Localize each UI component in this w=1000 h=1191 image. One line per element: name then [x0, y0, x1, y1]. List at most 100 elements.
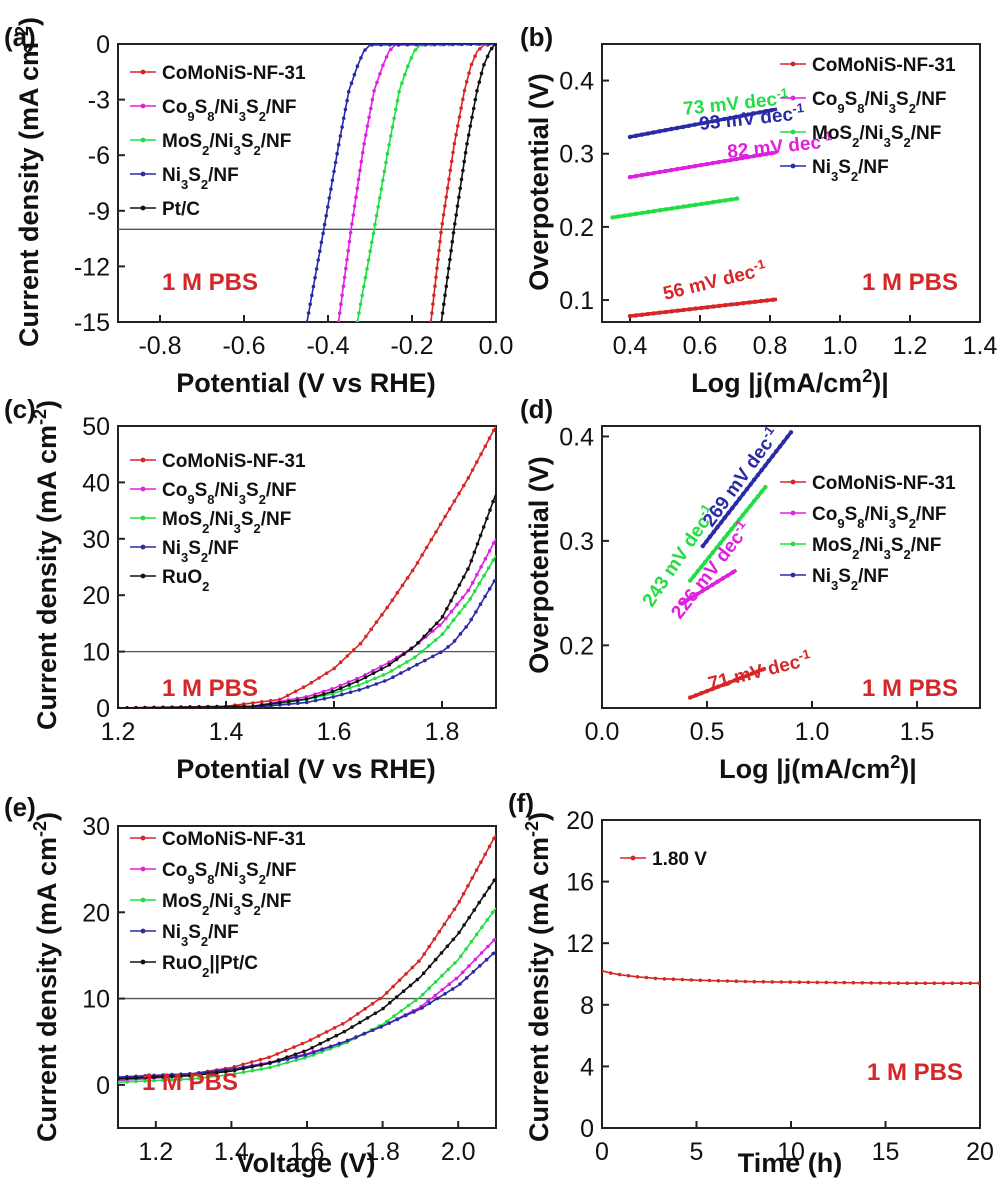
data-point: [355, 320, 360, 322]
data-point: [657, 310, 662, 315]
data-point: [438, 239, 442, 244]
data-point: [459, 954, 463, 958]
series-line-4: [118, 877, 496, 1080]
x-tick-label: 0.8: [753, 332, 788, 360]
data-point: [698, 162, 704, 168]
data-point: [379, 667, 384, 671]
data-point: [751, 498, 757, 504]
data-point: [752, 979, 757, 984]
data-point: [443, 293, 447, 298]
data-point: [451, 150, 455, 155]
data-point: [451, 937, 456, 942]
data-point: [143, 1079, 147, 1083]
data-point: [302, 1056, 307, 1060]
data-point: [675, 125, 680, 131]
data-point: [360, 293, 365, 298]
data-point: [345, 98, 349, 103]
data-point: [389, 669, 394, 673]
plot-frame: [117, 425, 497, 709]
data-point: [311, 284, 316, 289]
data-point: [711, 200, 716, 205]
data-point: [470, 876, 475, 880]
data-point: [370, 44, 374, 47]
data-point: [394, 657, 399, 662]
data-point: [727, 680, 732, 685]
legend-marker: [790, 163, 796, 169]
data-point: [483, 594, 487, 599]
data-point: [487, 587, 492, 591]
data-point: [689, 978, 694, 982]
data-point: [415, 561, 420, 565]
plot-frame: [601, 43, 981, 323]
data-point: [977, 981, 980, 985]
data-point: [363, 275, 368, 280]
y-tick-label: 4: [580, 1053, 594, 1081]
data-point: [764, 298, 770, 303]
data-point: [651, 170, 656, 176]
data-point: [305, 320, 309, 322]
data-point: [268, 1065, 272, 1070]
legend-marker: [790, 572, 796, 578]
data-point: [492, 878, 496, 883]
data-point: [437, 248, 441, 253]
data-point: [439, 650, 443, 654]
legend-label: Co9S8/Ni3S2/NF: [812, 89, 947, 116]
data-point: [400, 583, 405, 588]
data-point: [409, 56, 414, 60]
data-point: [391, 984, 396, 989]
data-point: [675, 205, 680, 210]
data-point: [932, 981, 937, 985]
data-point: [308, 1038, 313, 1042]
data-point: [711, 304, 716, 309]
data-point: [413, 655, 417, 660]
data-point: [746, 154, 751, 160]
data-point: [310, 1046, 314, 1050]
data-point: [450, 239, 455, 244]
legend-marker: [140, 544, 146, 550]
data-point: [342, 275, 347, 280]
data-point: [341, 116, 346, 121]
series-group: [118, 834, 496, 1085]
data-point: [362, 142, 366, 146]
data-point: [869, 981, 874, 985]
data-point: [369, 106, 373, 111]
data-point: [763, 151, 769, 157]
data-point: [399, 1009, 404, 1013]
data-point: [447, 177, 451, 181]
data-point: [311, 1053, 316, 1057]
legend-label: Co9S8/Ni3S2/NF: [812, 504, 947, 531]
data-point: [306, 311, 311, 315]
data-point: [473, 957, 478, 962]
panel-c: 1.2 1.4 1.6 1.8 0 10 20 30 40 50 Potential (V vs R…: [4, 394, 497, 784]
data-point: [285, 1055, 289, 1059]
y-tick-label: 50: [82, 413, 110, 441]
data-point: [363, 675, 368, 680]
data-point: [737, 496, 742, 501]
legend-marker: [140, 171, 146, 177]
data-point: [722, 515, 727, 520]
data-point: [715, 579, 720, 584]
data-point: [733, 522, 738, 527]
data-point: [469, 939, 474, 944]
y-tick-label: 12: [566, 930, 594, 958]
data-point: [461, 892, 466, 896]
data-point: [833, 980, 838, 985]
data-point: [352, 648, 356, 652]
legend-label: Co9S8/Ni3S2/NF: [162, 860, 297, 887]
data-point: [403, 1013, 408, 1018]
data-point: [394, 107, 398, 112]
data-point: [466, 476, 471, 480]
data-point: [770, 980, 775, 984]
data-point: [446, 967, 451, 972]
data-point: [766, 458, 772, 463]
data-point: [134, 706, 138, 708]
data-point: [488, 508, 492, 512]
data-point: [699, 305, 704, 311]
data-point: [704, 120, 709, 125]
data-point: [473, 54, 477, 58]
y-tick-label: -15: [74, 309, 110, 337]
data-point: [339, 689, 344, 693]
data-point: [923, 981, 928, 985]
data-point: [359, 159, 364, 164]
data-point: [758, 298, 764, 304]
